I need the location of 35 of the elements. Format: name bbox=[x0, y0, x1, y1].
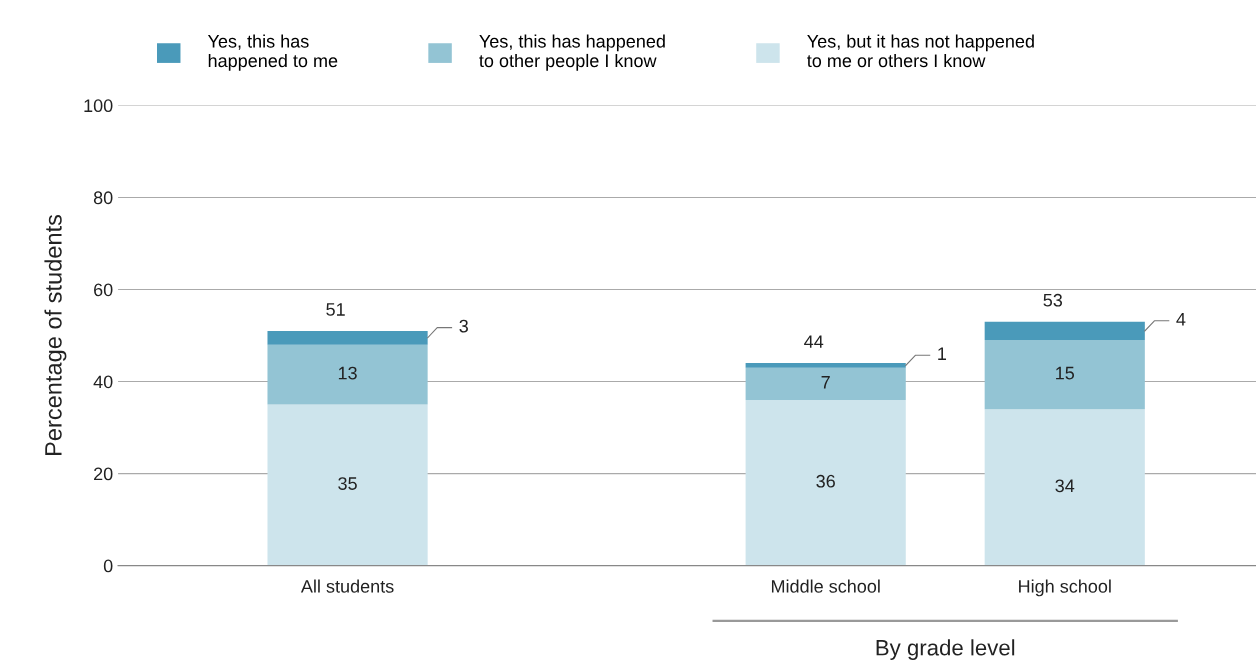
data-label: 35 bbox=[338, 477, 357, 490]
bar bbox=[984, 340, 1145, 410]
bar bbox=[984, 409, 1145, 566]
data-label: 15 bbox=[1056, 366, 1075, 380]
y-tick-label: 100 bbox=[84, 99, 113, 113]
total-label: 51 bbox=[326, 303, 345, 316]
legend-label: Yes, but it has not happened to me or others I know bbox=[807, 34, 1034, 68]
y-tick-label: 20 bbox=[94, 467, 113, 481]
bar bbox=[267, 330, 428, 345]
data-label: 36 bbox=[816, 474, 835, 488]
data-label: 1 bbox=[938, 347, 947, 360]
data-label: 13 bbox=[338, 366, 357, 380]
bar bbox=[745, 367, 906, 400]
y-axis-title: Percentage of students bbox=[44, 214, 67, 455]
data-label: 7 bbox=[821, 376, 830, 389]
total-label: 53 bbox=[1043, 293, 1063, 307]
y-tick-label: 40 bbox=[93, 375, 113, 389]
y-tick-label: 0 bbox=[103, 559, 113, 573]
text: By grade level bbox=[876, 639, 1015, 660]
x-tick-label: All students bbox=[300, 579, 394, 593]
bar bbox=[745, 399, 906, 566]
x-tick-label: Middle school bbox=[771, 579, 880, 593]
x-tick-label: High school bbox=[1019, 579, 1111, 597]
legend-label: Yes, this has happened to other people I know bbox=[479, 34, 665, 71]
bar bbox=[267, 344, 428, 405]
total-label: 44 bbox=[804, 335, 824, 348]
data-label: 4 bbox=[1176, 313, 1186, 326]
bar bbox=[267, 404, 428, 566]
legend-label: Yes, this has happened to me bbox=[207, 34, 338, 71]
y-tick-label: 60 bbox=[94, 283, 113, 297]
data-label: 34 bbox=[1055, 479, 1075, 493]
bar bbox=[745, 363, 906, 368]
data-label: 3 bbox=[459, 319, 468, 333]
y-tick-label: 80 bbox=[93, 191, 113, 205]
bar bbox=[984, 321, 1145, 341]
